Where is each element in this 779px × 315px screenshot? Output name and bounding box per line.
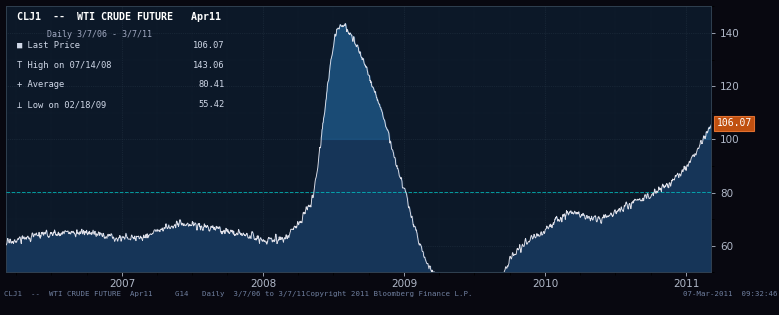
Text: Copyright 2011 Bloomberg Finance L.P.: Copyright 2011 Bloomberg Finance L.P. — [306, 291, 473, 297]
Text: 106.07: 106.07 — [717, 118, 752, 128]
Text: + Average: + Average — [17, 80, 64, 89]
Text: 55.42: 55.42 — [199, 100, 224, 109]
Text: ■ Last Price: ■ Last Price — [17, 41, 79, 50]
Text: 07-Mar-2011  09:32:46: 07-Mar-2011 09:32:46 — [683, 291, 777, 297]
Text: CLJ1  --  WTI CRUDE FUTURE   Apr11: CLJ1 -- WTI CRUDE FUTURE Apr11 — [17, 12, 220, 22]
Text: ⊥ Low on 02/18/09: ⊥ Low on 02/18/09 — [17, 100, 106, 109]
Text: T High on 07/14/08: T High on 07/14/08 — [17, 61, 111, 70]
Text: 143.06: 143.06 — [193, 61, 224, 70]
Text: CLJ1  --  WTI CRUDE FUTURE  Apr11     G14   Daily  3/7/06 to 3/7/11: CLJ1 -- WTI CRUDE FUTURE Apr11 G14 Daily… — [4, 291, 305, 297]
Text: Daily 3/7/06 - 3/7/11: Daily 3/7/06 - 3/7/11 — [17, 30, 152, 39]
Text: 80.41: 80.41 — [199, 80, 224, 89]
Text: 106.07: 106.07 — [193, 41, 224, 50]
